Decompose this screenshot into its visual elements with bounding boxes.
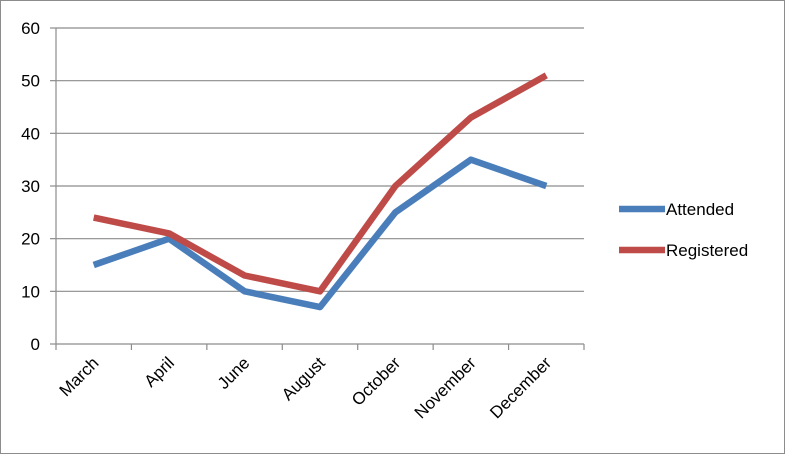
series-lines [92, 72, 548, 311]
y-tick-label: 50 [21, 72, 40, 91]
y-tick-label: 0 [31, 335, 40, 354]
legend-label-registered: Registered [666, 241, 748, 260]
x-tick-label: April [140, 353, 177, 390]
y-tick-labels: 0 10 20 30 40 50 60 [21, 19, 40, 354]
legend: Attended Registered [619, 200, 748, 260]
x-tick-label: December [486, 353, 555, 422]
y-tick-label: 40 [21, 124, 40, 143]
x-tick-label: March [56, 353, 103, 400]
x-tick-label: August [278, 353, 329, 404]
series-line-attended [92, 156, 548, 311]
x-tick-label: October [348, 353, 404, 409]
series-line-registered [93, 72, 548, 295]
x-tick-label: November [411, 353, 480, 422]
y-tick-label: 30 [21, 177, 40, 196]
axes [50, 27, 585, 350]
x-tick-label: June [214, 353, 254, 393]
x-tick-labels: March April June August October November Decem… [56, 353, 556, 422]
y-tick-label: 20 [21, 230, 40, 249]
legend-label-attended: Attended [666, 200, 734, 219]
y-tick-label: 60 [21, 19, 40, 38]
y-tick-label: 10 [21, 282, 40, 301]
gridlines [56, 27, 584, 292]
